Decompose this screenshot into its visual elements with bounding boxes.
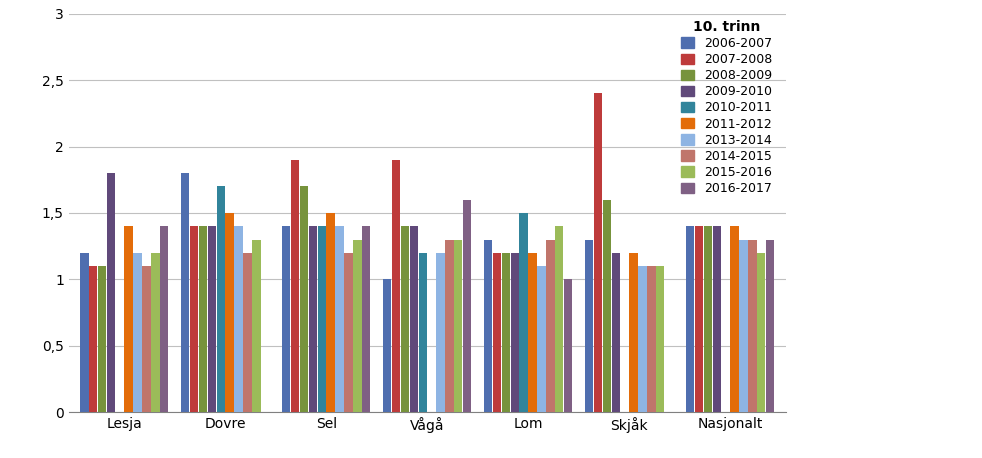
Bar: [217, 186, 225, 412]
Bar: [134, 253, 141, 412]
Bar: [594, 93, 602, 412]
Bar: [291, 160, 300, 412]
Bar: [766, 240, 774, 412]
Bar: [401, 226, 409, 412]
Bar: [98, 266, 106, 412]
Bar: [300, 186, 308, 412]
Bar: [354, 240, 361, 412]
Bar: [235, 226, 243, 412]
Bar: [317, 226, 326, 412]
Bar: [81, 253, 88, 412]
Bar: [546, 240, 555, 412]
Bar: [555, 226, 564, 412]
Bar: [392, 160, 401, 412]
Bar: [335, 226, 344, 412]
Bar: [731, 226, 738, 412]
Bar: [656, 266, 665, 412]
Bar: [564, 279, 573, 412]
Bar: [511, 253, 519, 412]
Bar: [685, 226, 694, 412]
Bar: [647, 266, 656, 412]
Bar: [345, 253, 353, 412]
Bar: [151, 253, 160, 412]
Bar: [107, 173, 115, 412]
Bar: [493, 253, 501, 412]
Bar: [484, 240, 492, 412]
Bar: [181, 173, 190, 412]
Bar: [326, 213, 335, 412]
Bar: [142, 266, 150, 412]
Bar: [454, 240, 463, 412]
Bar: [502, 253, 510, 412]
Bar: [739, 240, 747, 412]
Bar: [629, 253, 637, 412]
Bar: [418, 253, 427, 412]
Bar: [226, 213, 234, 412]
Bar: [383, 279, 392, 412]
Bar: [748, 240, 756, 412]
Bar: [190, 226, 198, 412]
Bar: [89, 266, 97, 412]
Bar: [463, 200, 471, 412]
Bar: [436, 253, 445, 412]
Bar: [445, 240, 454, 412]
Bar: [757, 253, 765, 412]
Bar: [603, 200, 611, 412]
Bar: [244, 253, 251, 412]
Bar: [282, 226, 291, 412]
Bar: [638, 266, 647, 412]
Bar: [160, 226, 169, 412]
Bar: [198, 226, 207, 412]
Bar: [362, 226, 370, 412]
Bar: [612, 253, 620, 412]
Bar: [125, 226, 133, 412]
Bar: [585, 240, 593, 412]
Bar: [519, 213, 528, 412]
Bar: [207, 226, 216, 412]
Bar: [308, 226, 317, 412]
Bar: [694, 226, 703, 412]
Bar: [713, 226, 721, 412]
Bar: [528, 253, 537, 412]
Bar: [537, 266, 546, 412]
Bar: [252, 240, 260, 412]
Legend: 2006-2007, 2007-2008, 2008-2009, 2009-2010, 2010-2011, 2011-2012, 2013-2014, 201: 2006-2007, 2007-2008, 2008-2009, 2009-20…: [678, 16, 776, 199]
Bar: [704, 226, 712, 412]
Bar: [409, 226, 418, 412]
